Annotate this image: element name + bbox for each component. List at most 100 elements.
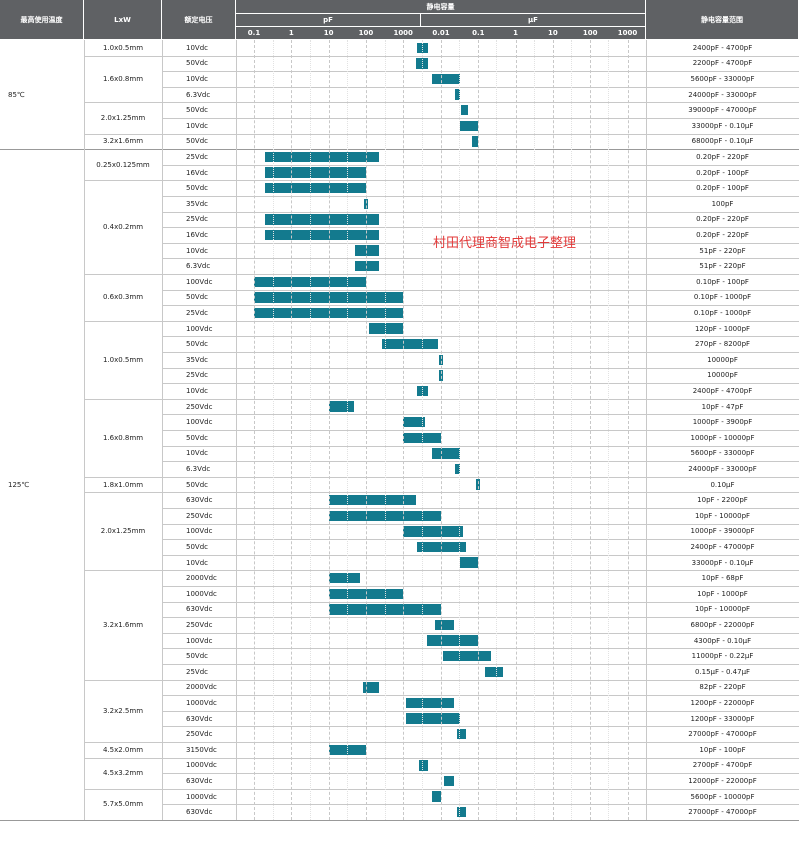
voltage-cell: 100Vdc: [186, 636, 213, 645]
voltage-cell: 1000Vdc: [186, 761, 217, 770]
capacitance-bar: [431, 448, 461, 459]
voltage-cell: 630Vdc: [186, 605, 213, 614]
range-cell: 2400pF - 47000pF: [690, 542, 755, 551]
row-separator: [162, 648, 799, 650]
column-separator: [84, 40, 85, 820]
range-cell: 10pF - 10000pF: [694, 511, 751, 520]
voltage-header: 额定电压: [162, 0, 236, 40]
uf-tick-label: 0.01: [432, 29, 450, 37]
voltage-cell: 50Vdc: [186, 106, 208, 115]
row-separator: [162, 617, 799, 619]
range-cell: 39000pF - 47000pF: [688, 106, 757, 115]
watermark-text: 村田代理商智成电子整理: [433, 236, 577, 251]
uf-tick-label: 10: [548, 29, 558, 37]
row-separator: [162, 695, 799, 697]
capacitance-bar: [406, 697, 454, 709]
capacitance-bar: [431, 791, 441, 802]
row-separator: [162, 211, 799, 213]
voltage-cell: 2000Vdc: [186, 683, 217, 692]
size-cell: 3.2x1.6mm: [102, 620, 144, 629]
capacitance-bar: [328, 572, 360, 584]
row-separator: [162, 289, 799, 291]
voltage-cell: 35Vdc: [186, 355, 208, 364]
grid-line: [272, 40, 274, 820]
capacitance-bar: [328, 401, 354, 412]
voltage-cell: 630Vdc: [186, 808, 213, 817]
voltage-cell: 10Vdc: [186, 449, 208, 458]
row-separator: [162, 664, 799, 665]
range-cell: 270pF - 8200pF: [694, 340, 751, 349]
range-cell: 0.20pF - 100pF: [696, 168, 749, 177]
uf-tick-label: 100: [582, 29, 598, 37]
range-cell: 5600pF - 10000pF: [690, 792, 755, 801]
grid-line: [291, 40, 293, 820]
capacitance-bar: [455, 463, 461, 475]
row-separator: [162, 430, 799, 431]
grid-line: [384, 40, 386, 820]
range-cell: 0.10pF - 1000pF: [693, 293, 752, 302]
voltage-cell: 10Vdc: [186, 74, 208, 83]
size-cell: 2.0x1.25mm: [100, 113, 146, 122]
voltage-cell: 100Vdc: [186, 277, 213, 286]
capacitance-bar: [472, 136, 479, 147]
voltage-cell: 25Vdc: [186, 371, 208, 380]
row-separator: [162, 601, 799, 603]
range-cell: 24000pF - 33000pF: [688, 90, 757, 99]
capacitance-bar: [426, 635, 479, 646]
range-cell: 33000pF - 0.10μF: [691, 121, 754, 130]
voltage-cell: 3150Vdc: [186, 745, 217, 754]
grid-line: [627, 40, 629, 820]
capacitance-bar: [265, 167, 366, 178]
capacitance-bar: [362, 682, 379, 693]
range-cell: 10pF - 47pF: [701, 402, 744, 411]
grid-line: [496, 40, 498, 820]
range-cell: 4300pF - 0.10μF: [693, 636, 752, 645]
range-cell: 10pF - 1000pF: [697, 589, 748, 598]
pf-header: pF: [236, 14, 421, 27]
voltage-cell: 10Vdc: [186, 558, 208, 567]
capacitance-bar: [265, 151, 379, 163]
range-cell: 0.10pF - 1000pF: [693, 308, 752, 317]
range-cell: 0.10μF: [710, 480, 735, 489]
grid-line: [533, 40, 535, 820]
range-cell: 10pF - 100pF: [699, 745, 746, 754]
row-separator: [162, 118, 799, 119]
capacitance-header: 静电容量: [236, 0, 646, 14]
voltage-cell: 25Vdc: [186, 667, 208, 676]
capacitance-bar: [265, 182, 366, 194]
row-separator: [162, 773, 799, 775]
capacitance-bar: [442, 650, 492, 662]
range-cell: 33000pF - 0.10μF: [691, 558, 754, 567]
voltage-cell: 35Vdc: [186, 199, 208, 208]
grid-line: [590, 40, 592, 820]
range-cell: 5600pF - 33000pF: [690, 74, 755, 83]
size-cell: 0.6x0.3mm: [102, 293, 144, 302]
voltage-cell: 50Vdc: [186, 340, 208, 349]
size-cell: 1.8x1.0mm: [102, 480, 144, 489]
range-cell: 10pF - 10000pF: [694, 605, 751, 614]
range-cell: 0.15μF - 0.47μF: [694, 667, 751, 676]
voltage-cell: 50Vdc: [186, 293, 208, 302]
row-separator: [162, 227, 799, 229]
voltage-cell: 25Vdc: [186, 215, 208, 224]
group-separator: [0, 820, 799, 821]
voltage-cell: 25Vdc: [186, 152, 208, 161]
voltage-cell: 50Vdc: [186, 433, 208, 442]
voltage-cell: 1000Vdc: [186, 698, 217, 707]
range-cell: 12000pF - 22000pF: [688, 776, 757, 785]
temp-cell: 85℃: [8, 90, 25, 99]
range-cell: 1000pF - 39000pF: [690, 527, 755, 536]
voltage-cell: 50Vdc: [186, 59, 208, 68]
voltage-cell: 2000Vdc: [186, 574, 217, 583]
size-cell: 1.6x0.8mm: [102, 74, 144, 83]
voltage-cell: 250Vdc: [186, 511, 213, 520]
range-cell: 27000pF - 47000pF: [688, 730, 757, 739]
voltage-cell: 100Vdc: [186, 418, 213, 427]
row-separator: [162, 305, 799, 307]
grid-line: [403, 40, 405, 820]
range-cell: 0.20pF - 220pF: [696, 230, 749, 239]
capacitance-bar: [460, 557, 479, 568]
range-cell: 10000pF: [707, 371, 738, 380]
size-cell: 3.2x1.6mm: [102, 137, 144, 146]
